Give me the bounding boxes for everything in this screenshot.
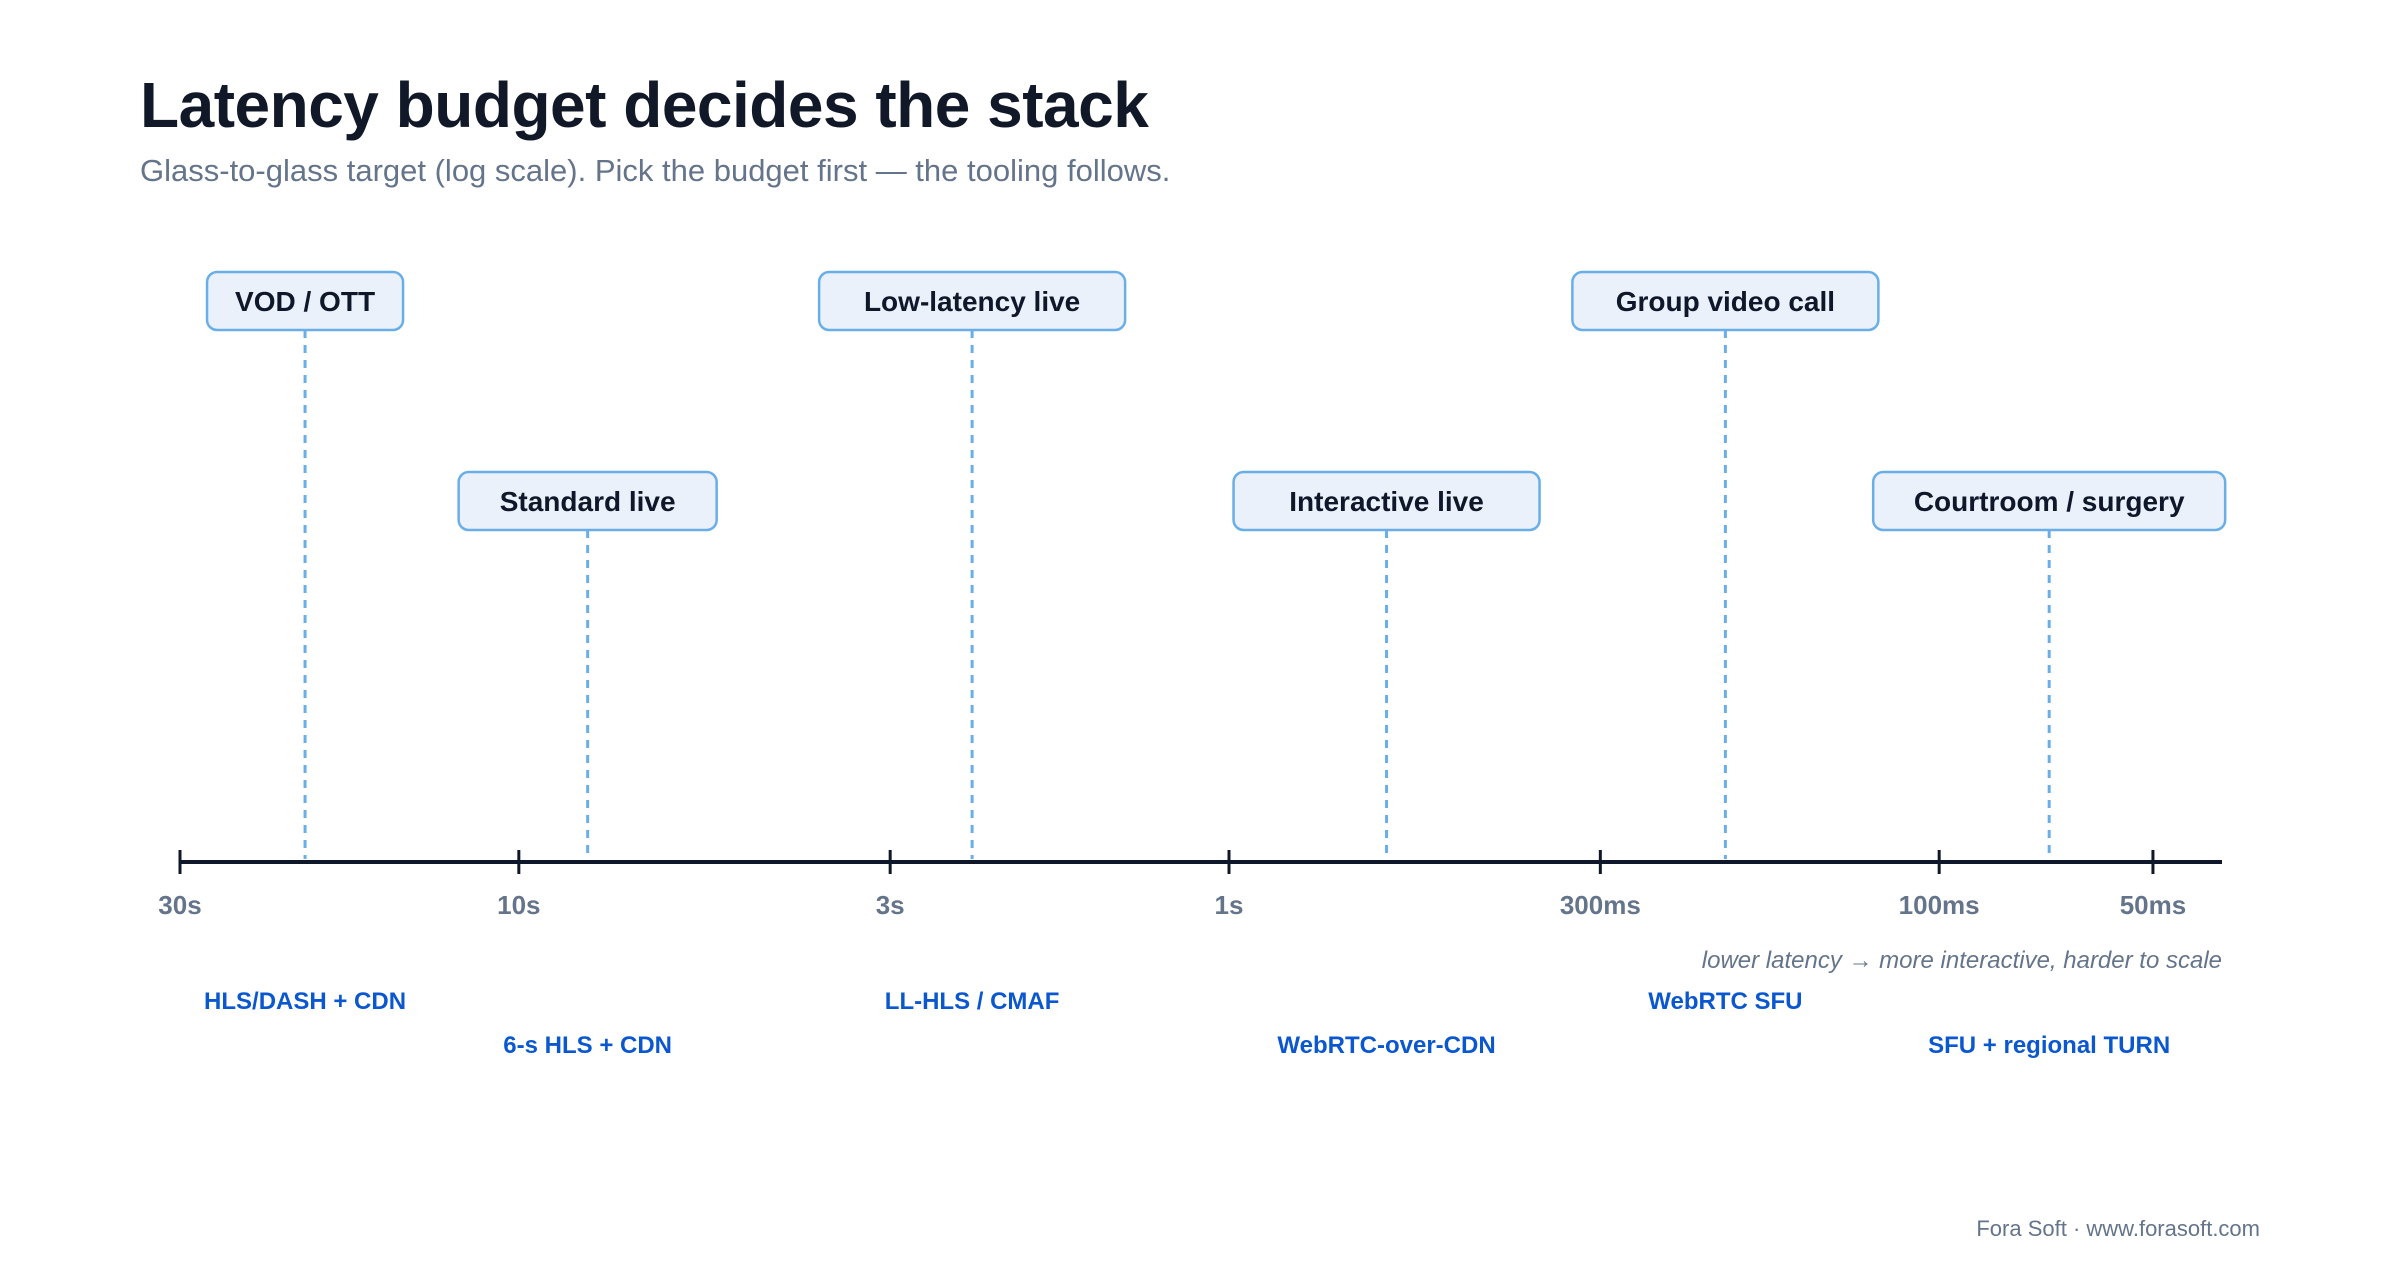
tech-label-interactive-live: WebRTC-over-CDN: [1277, 1032, 1495, 1059]
use-case-box: [817, 270, 1127, 332]
axis-tick-label: 1s: [1215, 890, 1244, 920]
axis-tick-label: 100ms: [1899, 890, 1980, 920]
use-case-box: [1571, 270, 1880, 332]
tech-label-standard-live: 6-s HLS + CDN: [503, 1032, 672, 1059]
use-case-group-video-call: Group video call: [1571, 270, 1880, 332]
use-case-label: Low-latency live: [864, 286, 1080, 317]
use-case-label: Group video call: [1616, 286, 1835, 317]
tech-labels: HLS/DASH + CDN 6-s HLS + CDN LL-HLS / CMAF…: [204, 988, 2170, 1059]
use-case-label: Standard live: [500, 486, 676, 517]
page-subtitle: Glass-to-glass target (log scale). Pick …: [140, 153, 1171, 188]
axis-ticks: 30s 10s 3s 1s 300ms 100ms 50ms: [158, 850, 2186, 920]
use-case-interactive-live: Interactive live: [1232, 470, 1541, 532]
use-case-standard-live: Standard live: [457, 470, 718, 532]
use-case-box: [1871, 470, 2227, 532]
use-case-label: Courtroom / surgery: [1914, 486, 2185, 517]
use-case-boxes: VOD / OTT Standard live Low-latency live In…: [205, 270, 2227, 532]
axis-tick-label: 10s: [497, 890, 540, 920]
axis-tick-label: 300ms: [1560, 890, 1641, 920]
tech-label-courtroom-surgery: SFU + regional TURN: [1928, 1032, 2170, 1059]
use-case-box: [205, 270, 405, 332]
tech-label-vod-ott: HLS/DASH + CDN: [204, 988, 406, 1015]
page-title: Latency budget decides the stack: [140, 69, 1149, 141]
use-case-box: [457, 470, 718, 532]
use-case-vod-ott: VOD / OTT: [205, 270, 405, 332]
tech-label-group-video-call: WebRTC SFU: [1648, 988, 1802, 1015]
use-case-label: VOD / OTT: [235, 286, 375, 317]
credit: Fora Soft · www.forasoft.com: [1976, 1216, 2260, 1241]
axis-tick-label: 30s: [158, 890, 201, 920]
use-case-low-latency-live: Low-latency live: [817, 270, 1127, 332]
axis-tick-label: 50ms: [2120, 890, 2187, 920]
use-case-box: [1232, 470, 1541, 532]
tech-label-low-latency-live: LL-HLS / CMAF: [885, 988, 1060, 1015]
axis-tick-label: 3s: [876, 890, 905, 920]
connectors: [303, 330, 2051, 859]
use-case-label: Interactive live: [1289, 486, 1484, 517]
use-case-courtroom-surgery: Courtroom / surgery: [1871, 470, 2227, 532]
axis-note: lower latency → more interactive, harder…: [1702, 947, 2222, 974]
